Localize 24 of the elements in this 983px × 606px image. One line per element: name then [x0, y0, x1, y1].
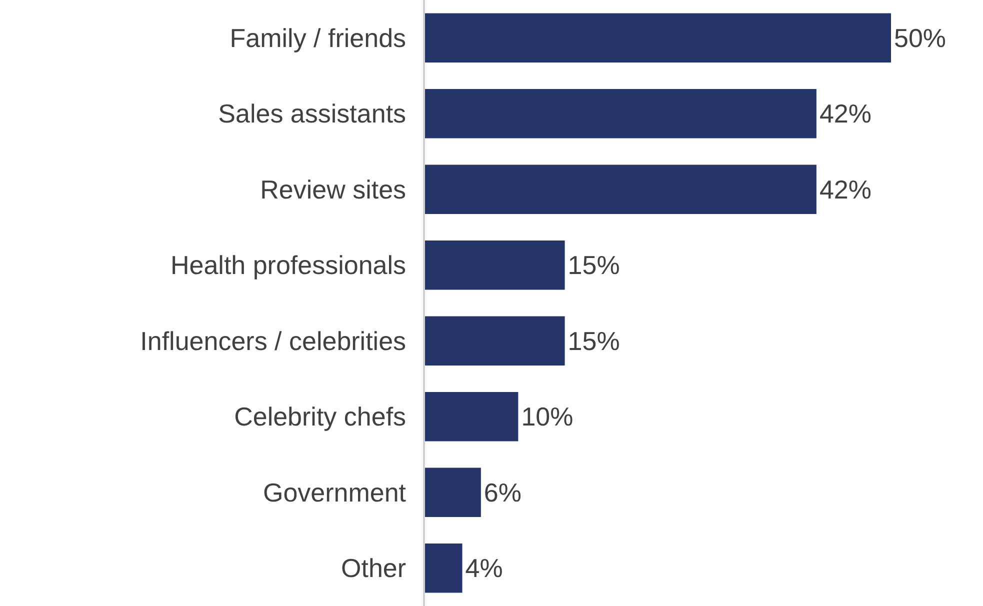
data-label: 6%	[484, 477, 522, 508]
data-label: 42%	[819, 98, 872, 129]
y-tick-label: Other	[341, 553, 406, 584]
data-label: 15%	[568, 326, 620, 356]
data-label: 42%	[819, 174, 872, 204]
y-tick-label: Sales assistants	[218, 98, 406, 129]
bar	[425, 89, 816, 138]
bar	[425, 240, 565, 290]
data-label: 50%	[894, 22, 946, 53]
y-tick-label: Family / friends	[230, 22, 406, 53]
y-tick-label: Health professionals	[170, 250, 406, 280]
bar	[425, 316, 565, 366]
bar	[425, 392, 518, 442]
y-tick-label: Review sites	[260, 174, 406, 204]
data-label: 10%	[521, 402, 574, 432]
bar	[425, 164, 816, 214]
data-label: 15%	[568, 250, 620, 280]
bar	[425, 13, 891, 62]
bar	[425, 544, 462, 593]
bar	[425, 468, 481, 517]
data-label: 4%	[465, 553, 503, 584]
y-tick-label: Influencers / celebrities	[140, 326, 406, 356]
y-tick-label: Government	[262, 477, 407, 508]
y-tick-label: Celebrity chefs	[234, 402, 406, 432]
